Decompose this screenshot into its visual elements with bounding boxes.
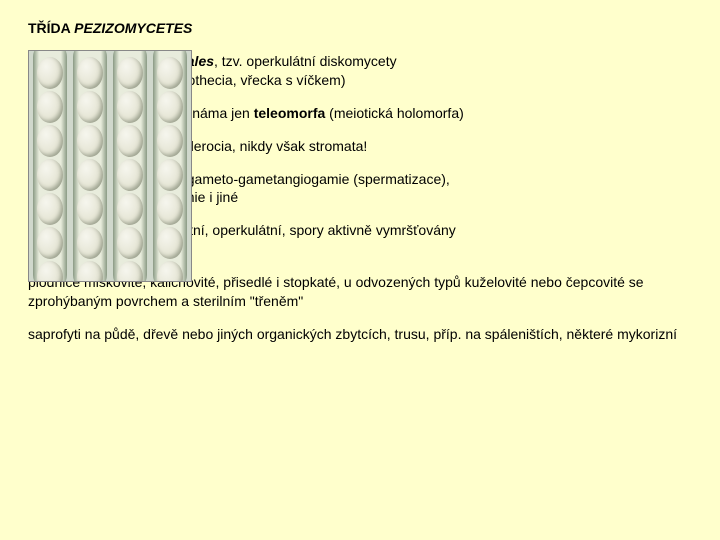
spore [77,91,103,123]
spore [37,227,63,259]
spore [37,159,63,191]
spore [117,91,143,123]
spore [37,91,63,123]
spore [117,125,143,157]
spore [157,125,183,157]
title-italic: PEZIZOMYCETES [74,20,192,36]
spore [77,57,103,89]
p2-text-c: (meiotická holomorfa) [325,105,464,121]
microscopy-image [28,50,192,282]
spore [77,227,103,259]
p2-text-b: teleomorfa [254,105,326,121]
spore [37,193,63,225]
p7-text: saprofyti na půdě, dřevě nebo jiných org… [28,326,677,342]
p1-text-d: , tzv. operkulátní diskomycety [214,53,397,69]
spore [77,125,103,157]
spore [77,159,103,191]
spore [117,227,143,259]
spore [157,57,183,89]
page-title: TŘÍDA PEZIZOMYCETES [28,20,692,36]
spore [157,193,183,225]
spore [157,227,183,259]
spore [77,193,103,225]
spore [117,193,143,225]
paragraph-7: saprofyti na půdě, dřevě nebo jiných org… [28,325,692,344]
spore [37,57,63,89]
spore [117,57,143,89]
spore [37,125,63,157]
spore [157,159,183,191]
spore [157,91,183,123]
spore [117,159,143,191]
title-prefix: TŘÍDA [28,20,74,36]
